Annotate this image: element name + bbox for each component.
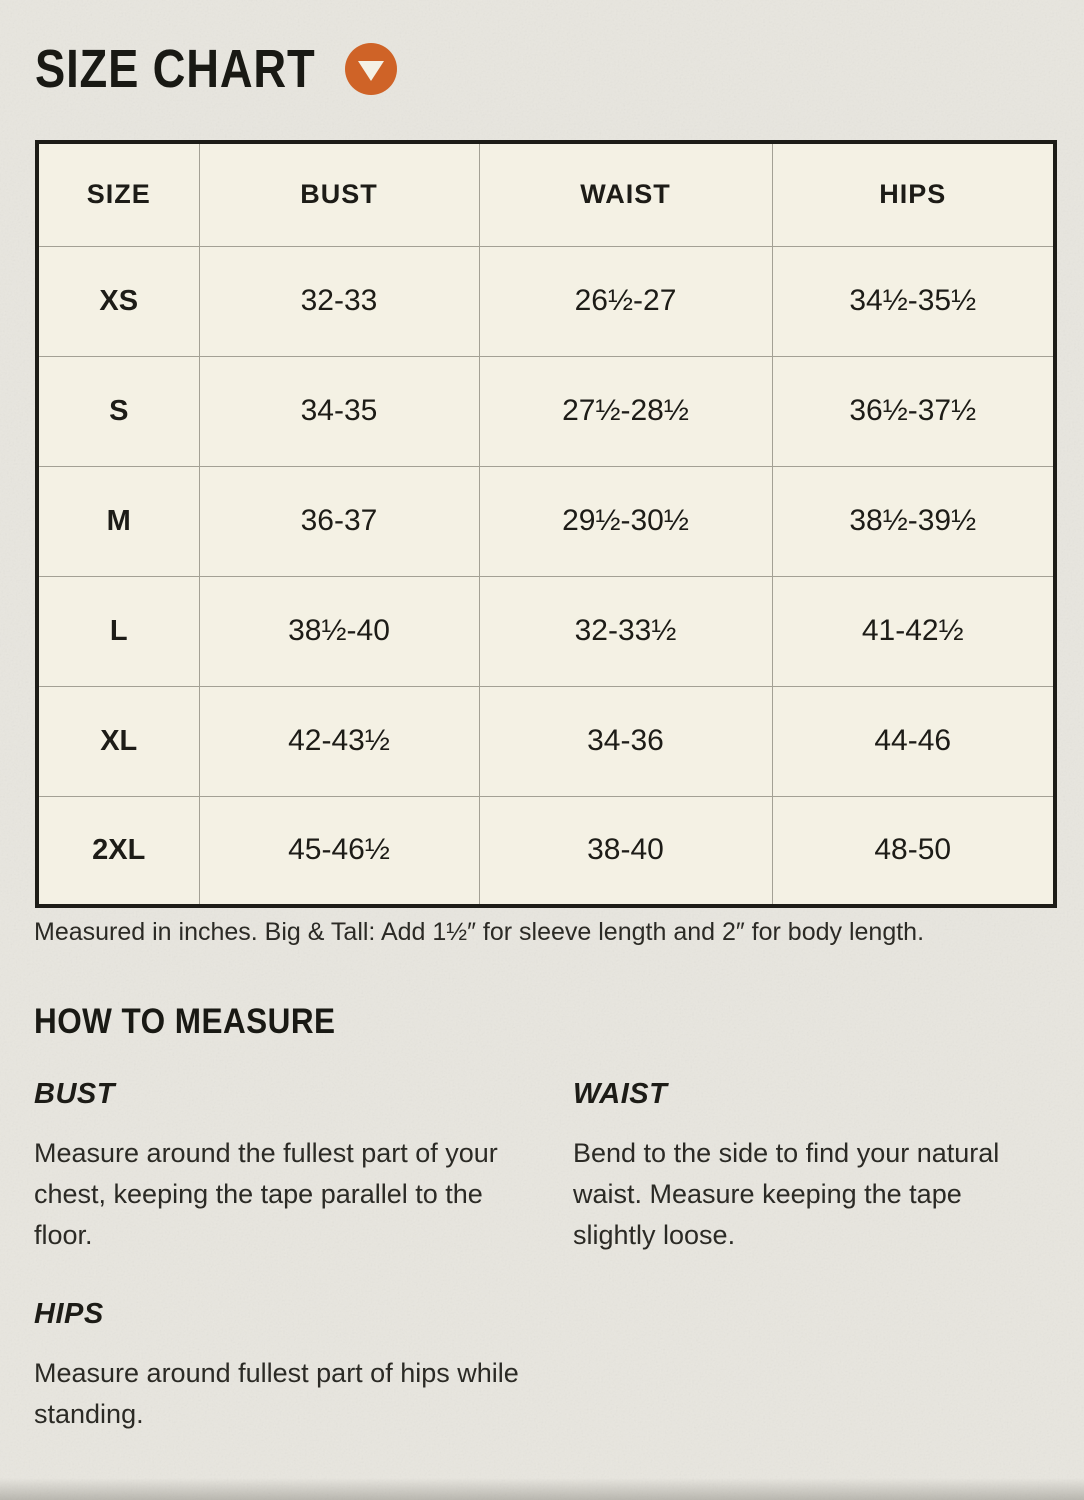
hips-value: 36½-37½ xyxy=(771,355,1056,467)
hips-section: HIPS Measure around fullest part of hips… xyxy=(34,1298,526,1435)
page-header: SIZE CHART xyxy=(35,38,397,100)
bust-section-label: BUST xyxy=(34,1078,115,1110)
hips-value: 44-46 xyxy=(771,685,1056,797)
bust-value: 38½-40 xyxy=(198,575,480,687)
down-triangle-badge-icon xyxy=(345,43,397,95)
waist-value: 27½-28½ xyxy=(478,355,773,467)
bust-value: 36-37 xyxy=(198,465,480,577)
waist-value: 26½-27 xyxy=(478,245,773,357)
measurement-note: Measured in inches. Big & Tall: Add 1½″ … xyxy=(34,918,925,946)
waist-section: WAIST Bend to the side to find your natu… xyxy=(573,1078,1051,1256)
waist-value: 32-33½ xyxy=(478,575,773,687)
table-row: M 36-37 29½-30½ 38½-39½ xyxy=(36,465,1056,577)
column-header-size: SIZE xyxy=(36,141,200,247)
table-row: XL 42-43½ 34-36 44-46 xyxy=(36,685,1056,797)
waist-section-text: Bend to the side to find your natural wa… xyxy=(573,1138,1000,1251)
down-triangle-icon xyxy=(358,61,384,81)
bust-value: 32-33 xyxy=(198,245,480,357)
waist-value: 38-40 xyxy=(478,795,773,907)
bust-section: BUST Measure around the fullest part of … xyxy=(34,1078,526,1256)
size-label: 2XL xyxy=(36,795,200,907)
size-label: M xyxy=(36,465,200,577)
hips-value: 48-50 xyxy=(771,795,1056,907)
table-row: 2XL 45-46½ 38-40 48-50 xyxy=(36,795,1056,907)
column-header-hips: HIPS xyxy=(771,141,1056,247)
table-header-row: SIZE BUST WAIST HIPS xyxy=(36,141,1056,247)
hips-value: 38½-39½ xyxy=(771,465,1056,577)
bust-value: 34-35 xyxy=(198,355,480,467)
table-row: L 38½-40 32-33½ 41-42½ xyxy=(36,575,1056,687)
bust-value: 42-43½ xyxy=(198,685,480,797)
size-table: SIZE BUST WAIST HIPS XS 32-33 26½-27 34½… xyxy=(35,140,1057,908)
waist-value: 34-36 xyxy=(478,685,773,797)
size-label: L xyxy=(36,575,200,687)
column-header-waist: WAIST xyxy=(478,141,773,247)
hips-section-label: HIPS xyxy=(34,1298,104,1330)
size-label: S xyxy=(36,355,200,467)
table-row: XS 32-33 26½-27 34½-35½ xyxy=(36,245,1056,357)
page-title: SIZE CHART xyxy=(35,39,316,99)
table-row: S 34-35 27½-28½ 36½-37½ xyxy=(36,355,1056,467)
bust-section-text: Measure around the fullest part of your … xyxy=(34,1138,498,1251)
size-label: XL xyxy=(36,685,200,797)
how-to-measure-heading: HOW TO MEASURE xyxy=(34,1002,336,1041)
waist-value: 29½-30½ xyxy=(478,465,773,577)
column-header-bust: BUST xyxy=(198,141,480,247)
hips-value: 41-42½ xyxy=(771,575,1056,687)
size-label: XS xyxy=(36,245,200,357)
bust-value: 45-46½ xyxy=(198,795,480,907)
hips-section-text: Measure around fullest part of hips whil… xyxy=(34,1358,519,1430)
hips-value: 34½-35½ xyxy=(771,245,1056,357)
waist-section-label: WAIST xyxy=(573,1078,668,1110)
